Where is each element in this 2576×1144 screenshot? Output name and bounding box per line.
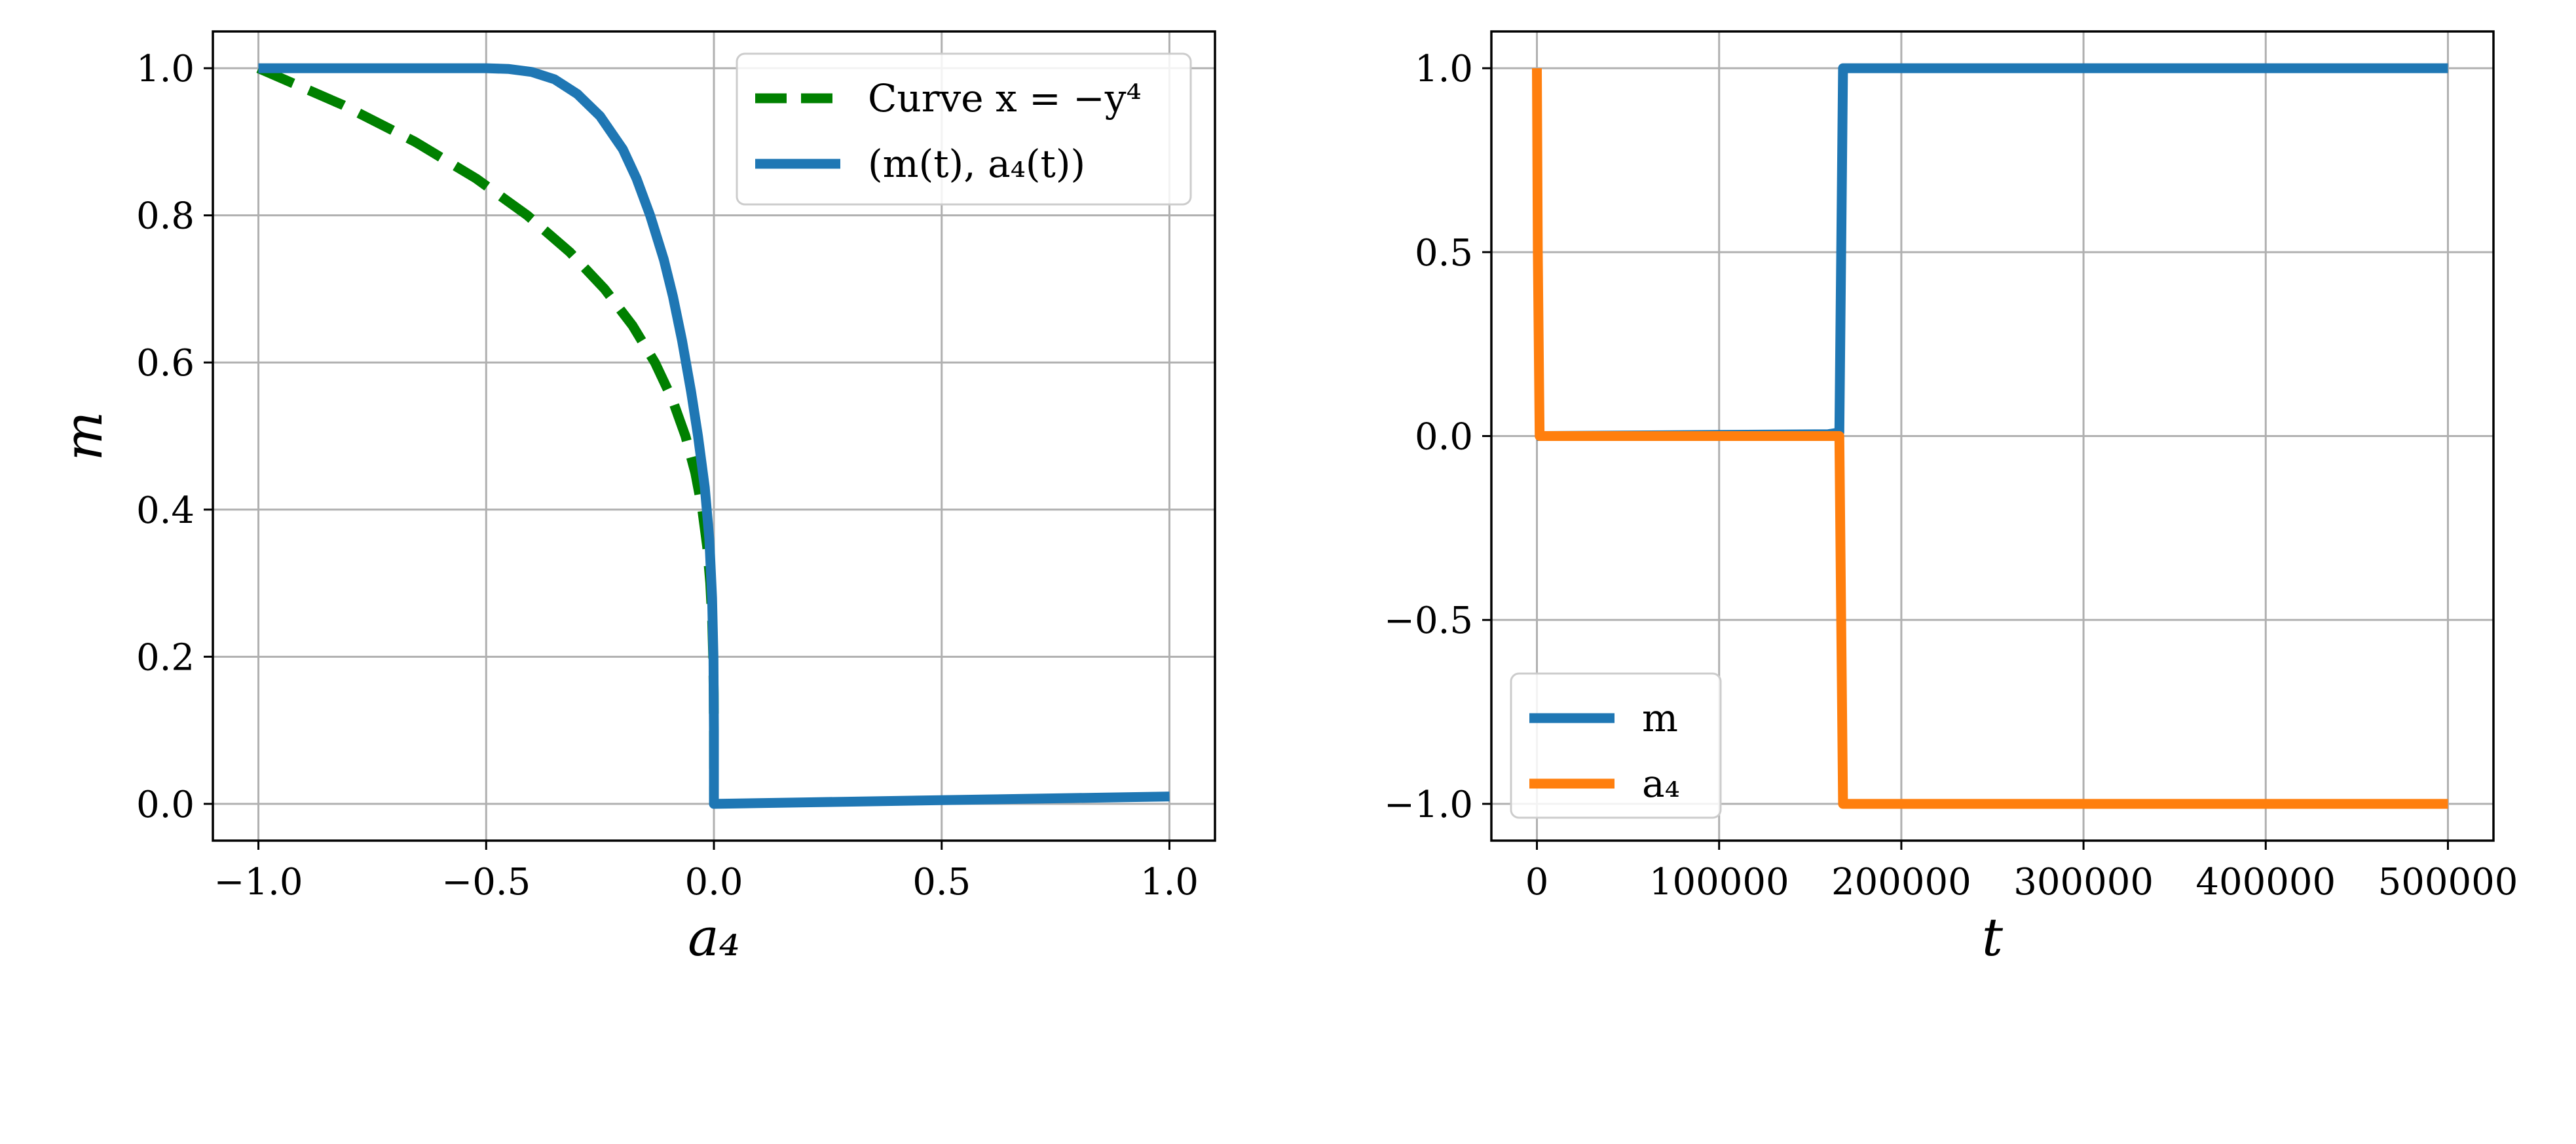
right-x-tick-label: 300000 [2013,861,2154,904]
left-y-tick-label: 0.2 [136,636,195,679]
right-y-tick-label: 1.0 [1415,48,1473,90]
left-legend-label: (m(t), a₄(t)) [868,142,1085,186]
left-y-tick-label: 0.6 [136,342,195,385]
right-y-tick-label: −0.5 [1384,600,1473,642]
right-series-line-2 [1532,68,2448,809]
left-y-tick-label: 0.8 [136,195,195,238]
right-x-tick-label: 100000 [1649,861,1789,904]
left-legend-label: Curve x = −y⁴ [868,76,1142,121]
right-x-tick-label: 500000 [2378,861,2518,904]
left-y-tick-label: 1.0 [136,48,195,90]
right-x-axis-label: t [1982,907,2004,968]
left-y-tick-label: 0.0 [136,784,195,826]
right-chart: 0 100000 200000 300000 400000 500000 −1.0 −0.5 0… [1384,30,2518,968]
right-x-tick-label: 200000 [1831,861,1971,904]
left-y-axis-label: m [53,411,114,461]
right-legend-box [1510,672,1722,819]
right-x-tick-label: 400000 [2195,861,2336,904]
left-chart: −1.0 −0.5 0.0 0.5 1.0 0.0 0.2 0.4 0.6 0.8 1.0 a₄ m Cu… [53,30,1216,968]
left-x-tick-label: −0.5 [441,861,531,904]
right-y-tick-label: 0.0 [1415,416,1473,459]
left-x-tick-label: −1.0 [214,861,303,904]
left-x-tick-label: 0.0 [684,861,743,904]
left-x-tick-label: 1.0 [1140,861,1199,904]
left-legend-box [736,52,1192,206]
left-y-tick-label: 0.4 [136,489,195,532]
right-legend-label: m [1642,696,1678,740]
left-plot-frame [212,30,1216,842]
right-legend-label: a₄ [1642,761,1680,806]
right-legend: m a₄ [1510,672,1722,819]
left-x-axis-label: a₄ [688,907,740,968]
right-plot-frame [1490,30,2495,842]
left-series-line-2 [258,63,1170,809]
left-legend: Curve x = −y⁴ (m(t), a₄(t)) [736,52,1192,206]
right-y-tick-label: 0.5 [1415,232,1473,275]
left-x-tick-label: 0.5 [912,861,971,904]
right-x-tick-label: 0 [1525,861,1549,904]
right-y-tick-label: −1.0 [1384,784,1473,826]
